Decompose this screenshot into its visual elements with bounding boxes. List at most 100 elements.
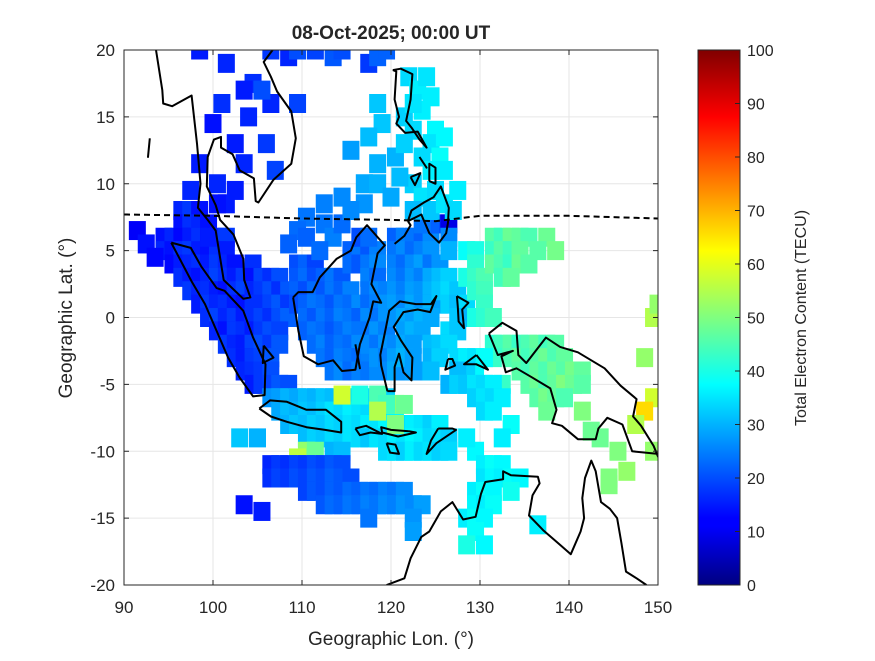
tec-cell (382, 187, 400, 207)
coastline (418, 156, 428, 169)
colorbar-tick-label: 100 (747, 43, 774, 60)
y-tick-label: 20 (96, 41, 115, 60)
tec-cell (573, 374, 591, 394)
x-tick-label: 140 (555, 598, 583, 617)
tec-cell (297, 227, 315, 247)
tec-cell (311, 241, 329, 261)
tec-cell (355, 194, 373, 214)
coastline (354, 344, 361, 370)
tec-cell (547, 241, 565, 261)
colorbar-tick-label: 10 (747, 525, 765, 542)
tec-cell (404, 94, 422, 113)
colorbar-tick-label: 70 (747, 204, 765, 221)
y-tick-label: 10 (96, 175, 115, 194)
tec-cell (422, 87, 440, 107)
colorbar-tick-label: 30 (747, 418, 765, 435)
coastlines (147, 50, 658, 585)
colorbar-label: Total Electron Content (TECU) (793, 210, 810, 426)
x-tick-label: 110 (288, 598, 315, 617)
tec-cell (627, 415, 645, 434)
tec-cell (404, 522, 422, 541)
tec-cell (618, 461, 636, 481)
tec-cell (253, 501, 271, 521)
x-tick-label: 90 (115, 598, 134, 617)
tec-cell (493, 428, 511, 448)
coastline (170, 241, 267, 398)
tec-cell (360, 508, 378, 528)
tec-cell (235, 495, 253, 515)
tec-cell (253, 80, 271, 100)
tec-cell (231, 428, 249, 448)
tec-cell (418, 67, 436, 87)
y-axis-label: Geographic Lat. (°) (56, 238, 77, 399)
tec-cell (573, 401, 591, 421)
y-tick-label: -20 (90, 576, 115, 595)
chart-title: 08-Oct-2025; 00:00 UT (292, 23, 491, 44)
tec-cell (475, 535, 493, 555)
colorbar-tick-label: 60 (747, 257, 765, 274)
coastline (155, 50, 297, 300)
colorbar-tick-label: 20 (747, 471, 765, 488)
tec-cell (355, 174, 373, 194)
tec-cell (182, 180, 200, 200)
y-tick-label: 5 (106, 242, 115, 261)
tec-cell (226, 180, 244, 200)
tec-cell (422, 361, 440, 381)
tec-cell (191, 50, 209, 60)
tec-cell (240, 107, 258, 127)
tec-cell (538, 401, 556, 421)
coastline (455, 295, 470, 330)
tec-cell (369, 94, 387, 113)
tec-cell (395, 134, 413, 154)
coastline (409, 172, 422, 187)
coastline (444, 358, 457, 371)
tec-cell (458, 535, 476, 555)
tec-cell (440, 441, 458, 461)
y-tick-label: 15 (96, 108, 115, 127)
tec-cell (391, 167, 409, 187)
tec-cell (204, 114, 222, 134)
tec-cell (213, 94, 231, 113)
tec-cell (458, 428, 476, 448)
tec-cell (342, 140, 360, 160)
tec-cell (235, 80, 253, 100)
tec-cell (208, 174, 226, 194)
tec-cell (369, 401, 387, 421)
tec-cell (333, 385, 351, 405)
tec-cell (556, 388, 574, 408)
coastline (425, 427, 457, 455)
coastline (487, 321, 658, 458)
x-axis-label: Geographic Lon. (°) (308, 629, 474, 650)
tec-cell (226, 134, 244, 154)
coastline (292, 224, 386, 372)
x-tick-label: 100 (199, 598, 227, 617)
tec-cell (636, 348, 654, 368)
magnetic-equator (124, 213, 658, 223)
colorbar (697, 49, 741, 586)
tec-cell (484, 308, 502, 327)
coastline (392, 67, 428, 149)
tec-cell (422, 201, 440, 220)
tec-cell (249, 428, 266, 448)
coastline (147, 138, 151, 158)
coastline (463, 354, 489, 371)
tec-cell (440, 241, 458, 261)
coastline (386, 459, 647, 585)
tec-cell (333, 50, 351, 60)
tec-cell (351, 385, 369, 405)
tec-cell (146, 247, 164, 267)
tec-cell (373, 114, 391, 134)
y-tick-label: -5 (100, 375, 115, 394)
tec-cell (306, 50, 324, 60)
colorbar-tick-label: 50 (747, 311, 765, 328)
tec-cell (404, 361, 422, 381)
tec-cell (257, 134, 275, 154)
tec-cell (435, 127, 453, 147)
tec-cell (360, 127, 378, 147)
tec-cell (315, 194, 333, 214)
tec-cell (289, 50, 307, 60)
colorbar-tick-label: 40 (747, 364, 765, 381)
y-tick-label: 0 (106, 309, 115, 328)
colorbar-tick-label: 0 (747, 578, 756, 595)
